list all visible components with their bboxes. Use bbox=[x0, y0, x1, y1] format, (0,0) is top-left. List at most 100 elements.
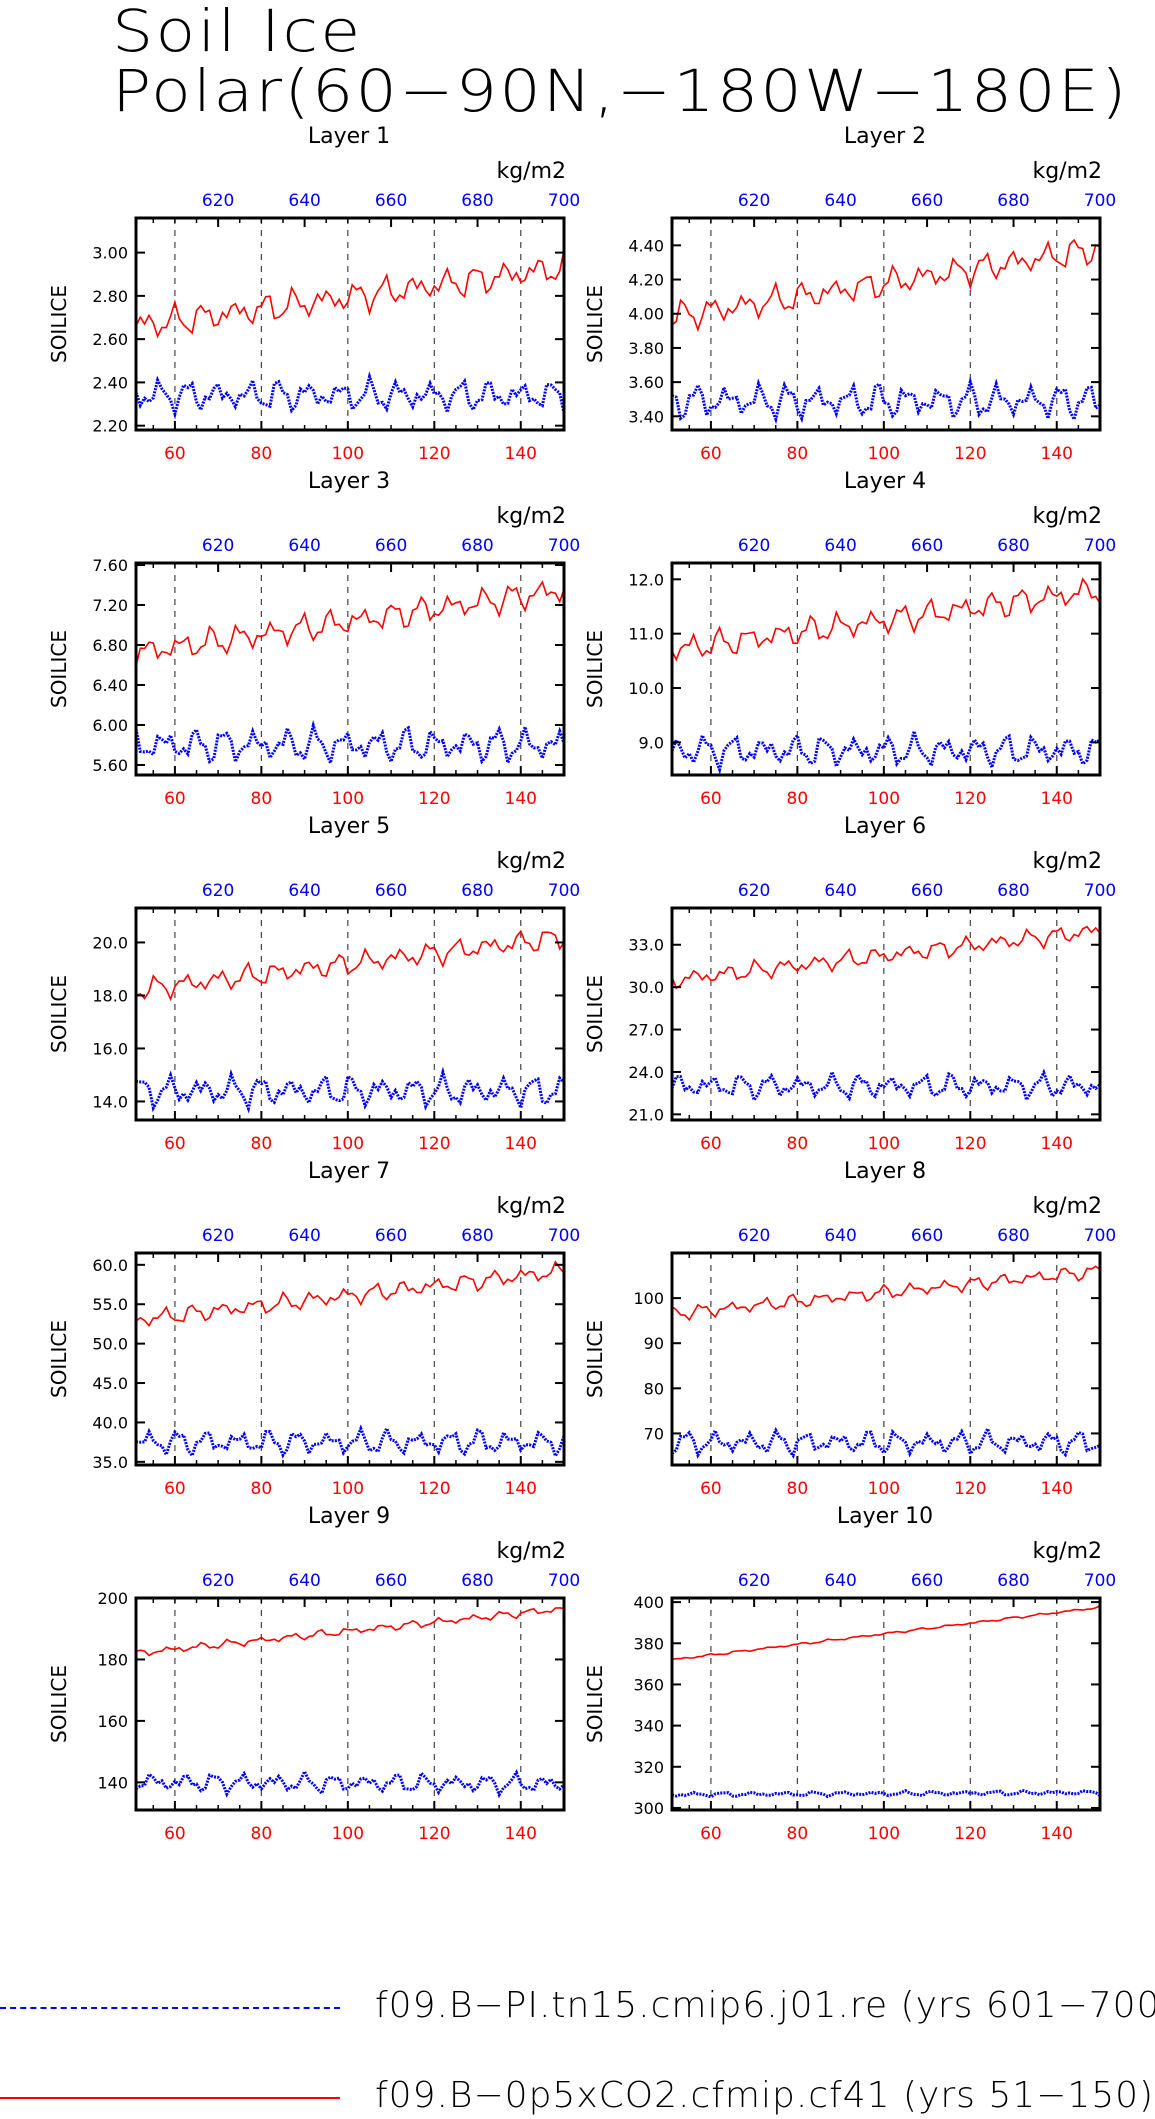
x-tick-label: 60 bbox=[164, 1824, 186, 1844]
x-tick-label: 120 bbox=[418, 1824, 450, 1844]
x-tick-label: 100 bbox=[332, 1824, 364, 1844]
y-tick-label: 6.40 bbox=[92, 676, 128, 695]
x-tick-label: 140 bbox=[1041, 1134, 1073, 1154]
top-tick-label: 700 bbox=[1084, 191, 1116, 211]
x-tick-label: 120 bbox=[954, 444, 986, 464]
top-axis-unit: kg/m2 bbox=[1032, 849, 1102, 874]
top-tick-label: 620 bbox=[202, 1226, 234, 1246]
series-line-exp bbox=[135, 1607, 565, 1657]
x-tick-label: 60 bbox=[164, 1479, 186, 1499]
y-tick-label: 35.0 bbox=[92, 1453, 128, 1472]
x-tick-label: 120 bbox=[418, 444, 450, 464]
top-tick-label: 700 bbox=[548, 536, 580, 556]
figure-title-line2: Polar(60−90N,−180W−180E) bbox=[112, 57, 1129, 125]
panel-3: Layer 3 kg/m2 60 80 100 120 140 620 640 660 680 700… bbox=[47, 469, 580, 809]
top-tick-label: 700 bbox=[1084, 536, 1116, 556]
x-tick-label: 140 bbox=[505, 444, 537, 464]
panel-2: Layer 2 kg/m2 60 80 100 120 140 620 640 660 680 700… bbox=[583, 124, 1116, 464]
y-tick-label: 340 bbox=[633, 1717, 664, 1736]
x-tick-label: 100 bbox=[332, 789, 364, 809]
series-line-ctrl bbox=[670, 1067, 1102, 1104]
x-tick-label: 80 bbox=[251, 444, 273, 464]
top-tick-label: 680 bbox=[461, 536, 493, 556]
series-line-ctrl bbox=[135, 1066, 566, 1114]
panel-title: Layer 5 bbox=[308, 814, 390, 839]
x-tick-label: 80 bbox=[787, 1479, 809, 1499]
x-tick-label: 140 bbox=[505, 789, 537, 809]
panel-6: Layer 6 kg/m2 60 80 100 120 140 620 640 660 680 700… bbox=[583, 814, 1116, 1154]
x-tick-label: 100 bbox=[868, 444, 900, 464]
y-axis-label: SOILICE bbox=[583, 285, 607, 363]
top-axis-unit: kg/m2 bbox=[496, 1194, 566, 1219]
y-axis-label: SOILICE bbox=[47, 630, 71, 708]
top-tick-label: 680 bbox=[461, 191, 493, 211]
panel-title: Layer 4 bbox=[844, 469, 926, 494]
plot-frame bbox=[134, 1251, 566, 1467]
top-tick-label: 660 bbox=[375, 881, 407, 901]
y-tick-label: 55.0 bbox=[92, 1295, 128, 1314]
series-line-exp bbox=[135, 249, 565, 339]
y-tick-label: 3.00 bbox=[92, 244, 128, 263]
top-tick-label: 680 bbox=[461, 1571, 493, 1591]
x-tick-label: 100 bbox=[868, 1479, 900, 1499]
panel-5: Layer 5 kg/m2 60 80 100 120 140 620 640 660 680 700… bbox=[47, 814, 580, 1154]
y-tick-label: 50.0 bbox=[92, 1335, 128, 1354]
series-line-ctrl bbox=[671, 1788, 1101, 1799]
x-tick-label: 80 bbox=[787, 789, 809, 809]
y-axis-label: SOILICE bbox=[583, 1320, 607, 1398]
panel-title: Layer 6 bbox=[844, 814, 926, 839]
top-tick-label: 640 bbox=[288, 881, 320, 901]
y-tick-label: 3.80 bbox=[628, 339, 664, 358]
panel-title: Layer 2 bbox=[844, 124, 926, 149]
top-tick-label: 660 bbox=[911, 191, 943, 211]
y-tick-label: 320 bbox=[633, 1758, 664, 1777]
y-tick-label: 27.0 bbox=[628, 1021, 664, 1040]
x-tick-label: 140 bbox=[1041, 789, 1073, 809]
top-tick-label: 660 bbox=[911, 1571, 943, 1591]
x-tick-label: 80 bbox=[251, 1824, 273, 1844]
x-tick-label: 80 bbox=[251, 1134, 273, 1154]
plot-frame bbox=[670, 906, 1102, 1122]
top-tick-label: 640 bbox=[824, 1226, 856, 1246]
x-tick-label: 60 bbox=[700, 444, 722, 464]
x-tick-label: 120 bbox=[418, 1134, 450, 1154]
legend-line-ctrl bbox=[0, 2007, 340, 2009]
plot-frame bbox=[134, 1596, 566, 1812]
x-tick-label: 60 bbox=[164, 444, 186, 464]
series-line-ctrl bbox=[134, 371, 566, 420]
panel-title: Layer 3 bbox=[308, 469, 390, 494]
plot-frame bbox=[670, 561, 1102, 777]
series-line-ctrl bbox=[135, 1767, 566, 1799]
top-axis-unit: kg/m2 bbox=[1032, 504, 1102, 529]
top-axis-unit: kg/m2 bbox=[496, 849, 566, 874]
panels-figure: Layer 1 kg/m2 60 80 100 120 140 620 640 660 680 700… bbox=[47, 124, 1116, 1844]
top-tick-label: 620 bbox=[738, 536, 770, 556]
x-tick-label: 100 bbox=[332, 1479, 364, 1499]
top-axis-unit: kg/m2 bbox=[496, 504, 566, 529]
y-tick-label: 18.0 bbox=[92, 986, 128, 1005]
x-tick-label: 100 bbox=[332, 1134, 364, 1154]
panel-title: Layer 10 bbox=[837, 1504, 933, 1529]
y-tick-label: 7.60 bbox=[92, 556, 128, 575]
top-tick-label: 640 bbox=[824, 536, 856, 556]
figure-title-line1: Soil Ice bbox=[112, 0, 363, 65]
x-tick-label: 80 bbox=[787, 444, 809, 464]
y-tick-label: 24.0 bbox=[628, 1063, 664, 1082]
x-tick-label: 120 bbox=[954, 789, 986, 809]
x-tick-label: 120 bbox=[954, 1479, 986, 1499]
top-tick-label: 660 bbox=[911, 881, 943, 901]
top-tick-label: 620 bbox=[738, 1571, 770, 1591]
y-tick-label: 140 bbox=[97, 1773, 128, 1792]
y-tick-label: 4.20 bbox=[628, 271, 664, 290]
y-tick-label: 70 bbox=[644, 1424, 664, 1443]
series-line-ctrl bbox=[670, 725, 1101, 775]
plot-frame bbox=[670, 216, 1102, 432]
top-tick-label: 640 bbox=[824, 881, 856, 901]
top-tick-label: 700 bbox=[1084, 1571, 1116, 1591]
top-tick-label: 640 bbox=[288, 191, 320, 211]
plot-frame bbox=[134, 906, 566, 1122]
y-axis-label: SOILICE bbox=[583, 975, 607, 1053]
panel-8: Layer 8 kg/m2 60 80 100 120 140 620 640 660 680 700… bbox=[583, 1159, 1116, 1499]
y-tick-label: 360 bbox=[633, 1675, 664, 1694]
x-tick-label: 120 bbox=[954, 1134, 986, 1154]
